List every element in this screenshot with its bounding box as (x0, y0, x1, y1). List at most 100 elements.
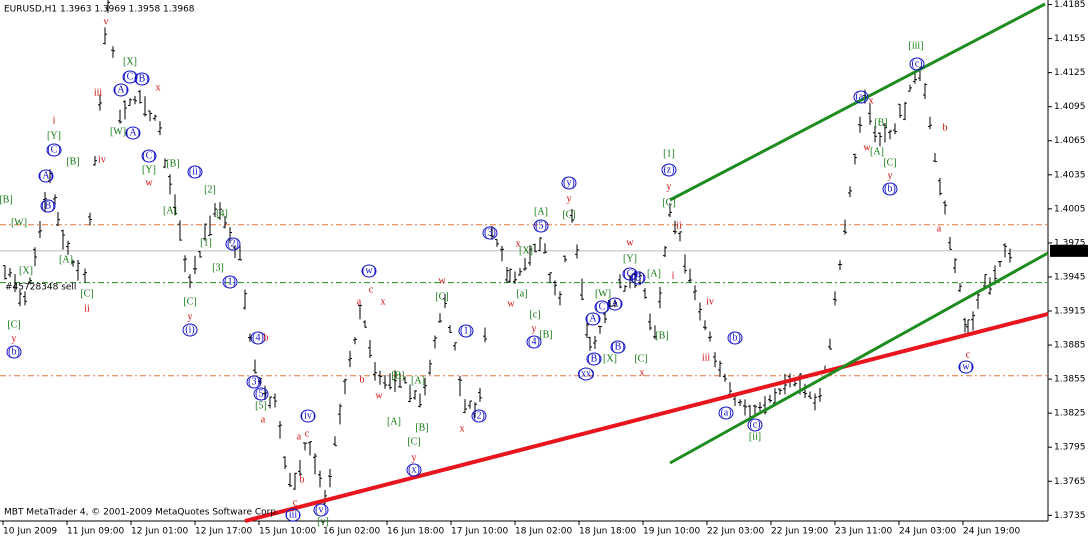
wave-label: [B] (391, 370, 404, 381)
wave-circle (561, 176, 577, 190)
wave-label: [W] (110, 126, 126, 137)
wave-circle (578, 367, 594, 381)
wave-label: [X] (603, 353, 617, 364)
wave-label: [ii] (749, 431, 761, 442)
wave-circle (187, 165, 203, 179)
wave-label: (3) (248, 376, 260, 387)
x-tick-label: 23 Jun 11:00 (835, 527, 892, 537)
wave-label: [C] (435, 291, 448, 302)
wave-circle (458, 324, 474, 338)
wave-circle (38, 169, 54, 183)
x-tick-label: 16 Jun 02:00 (323, 527, 380, 537)
wave-label: [A] (163, 205, 177, 216)
wave-circle (225, 237, 241, 251)
wave-circle (853, 90, 869, 104)
wave-label: (C) (623, 268, 636, 279)
wave-circle (361, 264, 377, 278)
wave-circle (222, 275, 238, 289)
wave-label: i (672, 270, 675, 281)
green-lower-trendline (669, 251, 1049, 465)
x-tick-label: 11 Jun 09:00 (67, 527, 124, 537)
wave-label: (w) (362, 265, 376, 276)
wave-label: [2] (204, 184, 216, 195)
wave-label: w (863, 142, 871, 153)
wave-label: (y) (563, 177, 575, 188)
wave-label: b (264, 332, 269, 343)
wave-circle (40, 199, 56, 213)
wave-label: [A] (647, 268, 661, 279)
wave-label: (iii) (286, 509, 301, 520)
wave-circle (141, 149, 157, 163)
wave-circle (661, 163, 677, 177)
wave-circle (747, 418, 763, 432)
wave-label: [B] (874, 117, 887, 128)
wave-label: [B] (415, 422, 428, 433)
wave-label: (A) (608, 298, 622, 309)
wave-label: b (300, 474, 305, 485)
wave-label: y (188, 311, 193, 322)
x-tick-label: 24 Jun 19:00 (963, 527, 1020, 537)
x-tick-label: 18 Jun 18:00 (579, 527, 636, 537)
wave-label: (1) (460, 325, 472, 336)
wave-circle (882, 182, 898, 196)
wave-circle (6, 345, 22, 359)
wave-circle (134, 72, 150, 86)
wave-label: [4] (216, 208, 228, 219)
wave-label: (2) (227, 238, 239, 249)
wave-circle (253, 387, 269, 401)
order-label: #45728348 sell (5, 283, 76, 293)
wave-label: c (369, 284, 374, 295)
wave-label: (C) (595, 301, 608, 312)
wave-label: [iii] (909, 40, 924, 51)
wave-label: [C] (80, 288, 93, 299)
wave-label: (w) (959, 361, 973, 372)
x-tick-label: 19 Jun 10:00 (643, 527, 700, 537)
wave-label: x (640, 367, 645, 378)
x-tick-label: 24 Jun 03:00 (899, 527, 956, 537)
wave-label: c (966, 349, 971, 360)
wave-circle (406, 463, 422, 477)
wave-label: (A) (126, 127, 140, 138)
wave-label: c (305, 428, 310, 439)
x-tick-label: 12 Jun 01:00 (131, 527, 188, 537)
wave-circle (482, 226, 498, 240)
wave-label: iii (94, 87, 103, 98)
wave-label: ii (676, 220, 682, 231)
wave-label: (C) (142, 150, 155, 161)
wave-label: (B) (135, 73, 148, 84)
y-tick-label: 1.3855 (1054, 375, 1086, 385)
wave-label: (a) (720, 407, 731, 418)
wave-label: [B] (0, 194, 13, 205)
wave-label: (i) (185, 324, 194, 335)
wave-label: y (567, 193, 572, 204)
y-tick-label: 1.4005 (1054, 204, 1086, 214)
wave-circle (125, 126, 141, 140)
wave-label: [W] (11, 217, 27, 228)
wave-label: (B) (631, 272, 644, 283)
wave-label: x (381, 296, 386, 307)
wave-label: (x) (408, 464, 420, 475)
wave-label: [A] (387, 416, 401, 427)
wave-label: [B] (166, 158, 179, 169)
wave-circle (727, 331, 743, 345)
wave-label: (5) (535, 220, 547, 231)
wave-label: [v] (317, 516, 329, 527)
wave-circle (607, 297, 623, 311)
wave-circle (630, 271, 646, 285)
wave-label: [B] (655, 330, 668, 341)
wave-label: (b) (729, 332, 741, 343)
x-tick-label: 22 Jun 03:00 (707, 527, 764, 537)
y-tick-label: 1.4065 (1054, 136, 1086, 146)
wave-label: (b) (884, 183, 896, 194)
y-tick-label: 1.4185 (1054, 0, 1086, 10)
y-tick-label: 1.3735 (1054, 511, 1086, 521)
y-tick-label: 1.4155 (1054, 34, 1086, 44)
y-tick-label: 1.3945 (1054, 272, 1086, 282)
wave-label: [1] (663, 148, 675, 159)
wave-label: w (626, 237, 634, 248)
wave-label: (c) (911, 58, 922, 69)
wave-label: i (53, 115, 56, 126)
wave-circle (585, 312, 601, 326)
